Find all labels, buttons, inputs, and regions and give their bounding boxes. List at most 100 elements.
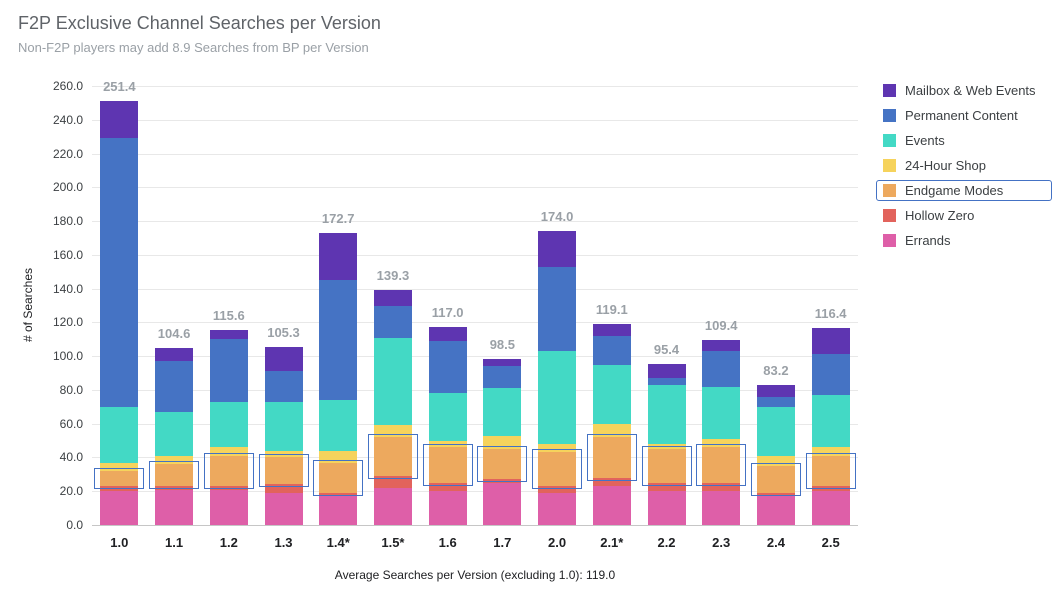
bar-segment-endgame-modes[interactable] <box>592 437 631 478</box>
bar-segment-hollow-zero[interactable] <box>100 486 139 492</box>
bar-segment-errands[interactable] <box>100 491 139 525</box>
bar-segment-permanent-content[interactable] <box>209 339 248 402</box>
bar-segment-permanent-content[interactable] <box>155 361 194 412</box>
bar-segment-24-hour-shop[interactable] <box>155 455 194 465</box>
legend-item-permanent-content[interactable]: Permanent Content <box>876 105 1052 126</box>
bar-segment-24-hour-shop[interactable] <box>483 435 522 450</box>
bar-segment-mailbox-web-events[interactable] <box>100 100 139 139</box>
bar-segment-permanent-content[interactable] <box>702 351 741 387</box>
bar-segment-mailbox-web-events[interactable] <box>264 347 303 372</box>
bar-segment-permanent-content[interactable] <box>483 366 522 389</box>
bar-segment-hollow-zero[interactable] <box>209 486 248 490</box>
bar-segment-events[interactable] <box>319 400 358 451</box>
bar-segment-endgame-modes[interactable] <box>373 437 412 477</box>
legend-item-errands[interactable]: Errands <box>876 230 1052 251</box>
bar-segment-mailbox-web-events[interactable] <box>811 328 850 355</box>
bar-segment-24-hour-shop[interactable] <box>538 443 577 453</box>
bar-segment-errands[interactable] <box>756 496 795 525</box>
bar-segment-mailbox-web-events[interactable] <box>592 323 631 336</box>
bar-segment-endgame-modes[interactable] <box>483 449 522 480</box>
bar-segment-permanent-content[interactable] <box>264 371 303 402</box>
legend-item-hollow-zero[interactable]: Hollow Zero <box>876 205 1052 226</box>
bar-segment-24-hour-shop[interactable] <box>811 447 850 456</box>
bar-segment-permanent-content[interactable] <box>538 266 577 352</box>
bar-segment-mailbox-web-events[interactable] <box>209 329 248 340</box>
bar-segment-events[interactable] <box>592 364 631 424</box>
bar-segment-endgame-modes[interactable] <box>702 447 741 483</box>
bar-segment-permanent-content[interactable] <box>811 354 850 395</box>
bar-segment-permanent-content[interactable] <box>428 340 467 394</box>
legend-item-events[interactable]: Events <box>876 130 1052 151</box>
bar-segment-events[interactable] <box>483 388 522 436</box>
bar-segment-hollow-zero[interactable] <box>428 482 467 492</box>
bar-segment-permanent-content[interactable] <box>319 280 358 401</box>
bar-segment-hollow-zero[interactable] <box>811 486 850 492</box>
bar-segment-errands[interactable] <box>483 482 522 525</box>
bar-segment-errands[interactable] <box>538 492 577 525</box>
bar-segment-errands[interactable] <box>647 491 686 525</box>
bar-segment-events[interactable] <box>428 393 467 441</box>
bar-segment-hollow-zero[interactable] <box>756 492 795 497</box>
legend-item-endgame-modes[interactable]: Endgame Modes <box>876 180 1052 201</box>
bar-segment-errands[interactable] <box>319 496 358 525</box>
bar-segment-24-hour-shop[interactable] <box>209 447 248 456</box>
bar-segment-24-hour-shop[interactable] <box>319 450 358 463</box>
bar-segment-hollow-zero[interactable] <box>592 477 631 487</box>
bar-segment-hollow-zero[interactable] <box>702 482 741 492</box>
bar-segment-24-hour-shop[interactable] <box>647 443 686 450</box>
bar-segment-endgame-modes[interactable] <box>319 462 358 493</box>
bar-segment-errands[interactable] <box>811 491 850 525</box>
bar-segment-errands[interactable] <box>155 489 194 525</box>
bar-segment-endgame-modes[interactable] <box>756 465 795 493</box>
bar-segment-endgame-modes[interactable] <box>811 455 850 487</box>
bar-segment-errands[interactable] <box>264 492 303 525</box>
bar-segment-permanent-content[interactable] <box>373 305 412 338</box>
bar-segment-permanent-content[interactable] <box>100 138 139 407</box>
bar-segment-mailbox-web-events[interactable] <box>647 363 686 379</box>
bar-segment-endgame-modes[interactable] <box>538 452 577 487</box>
bar-segment-mailbox-web-events[interactable] <box>319 233 358 281</box>
bar-segment-hollow-zero[interactable] <box>373 476 412 488</box>
bar-segment-events[interactable] <box>756 406 795 456</box>
bar-segment-events[interactable] <box>538 351 577 444</box>
bar-segment-permanent-content[interactable] <box>756 396 795 407</box>
bar-segment-endgame-modes[interactable] <box>100 470 139 487</box>
bar-segment-mailbox-web-events[interactable] <box>483 358 522 367</box>
bar-segment-24-hour-shop[interactable] <box>100 462 139 471</box>
legend-item-24-hour-shop[interactable]: 24-Hour Shop <box>876 155 1052 176</box>
bar-segment-permanent-content[interactable] <box>592 335 631 365</box>
bar-segment-24-hour-shop[interactable] <box>592 423 631 438</box>
bar-segment-events[interactable] <box>209 401 248 448</box>
bar-segment-endgame-modes[interactable] <box>647 449 686 483</box>
bar-segment-mailbox-web-events[interactable] <box>155 348 194 362</box>
bar-segment-events[interactable] <box>647 384 686 444</box>
bar-segment-mailbox-web-events[interactable] <box>373 289 412 306</box>
bar-segment-hollow-zero[interactable] <box>483 479 522 483</box>
bar-segment-24-hour-shop[interactable] <box>702 438 741 448</box>
bar-segment-events[interactable] <box>264 401 303 451</box>
bar-segment-hollow-zero[interactable] <box>647 482 686 492</box>
bar-segment-hollow-zero[interactable] <box>264 484 303 493</box>
bar-segment-errands[interactable] <box>428 491 467 525</box>
bar-segment-errands[interactable] <box>373 487 412 525</box>
bar-segment-hollow-zero[interactable] <box>538 486 577 493</box>
legend-item-mailbox-web-events[interactable]: Mailbox & Web Events <box>876 80 1052 101</box>
bar-segment-mailbox-web-events[interactable] <box>538 231 577 267</box>
bar-segment-24-hour-shop[interactable] <box>264 450 303 458</box>
bar-segment-events[interactable] <box>373 337 412 426</box>
bar-segment-mailbox-web-events[interactable] <box>756 384 795 397</box>
bar-segment-endgame-modes[interactable] <box>428 447 467 483</box>
bar-segment-mailbox-web-events[interactable] <box>702 340 741 352</box>
bar-segment-permanent-content[interactable] <box>647 378 686 385</box>
bar-segment-hollow-zero[interactable] <box>155 486 194 490</box>
bar-segment-mailbox-web-events[interactable] <box>428 327 467 341</box>
bar-segment-hollow-zero[interactable] <box>319 492 358 497</box>
bar-segment-endgame-modes[interactable] <box>155 464 194 487</box>
bar-segment-errands[interactable] <box>702 491 741 525</box>
bar-segment-endgame-modes[interactable] <box>264 457 303 485</box>
bar-segment-24-hour-shop[interactable] <box>428 440 467 448</box>
bar-segment-endgame-modes[interactable] <box>209 455 248 487</box>
bar-segment-errands[interactable] <box>209 489 248 525</box>
bar-segment-events[interactable] <box>155 411 194 456</box>
bar-segment-24-hour-shop[interactable] <box>756 455 795 466</box>
